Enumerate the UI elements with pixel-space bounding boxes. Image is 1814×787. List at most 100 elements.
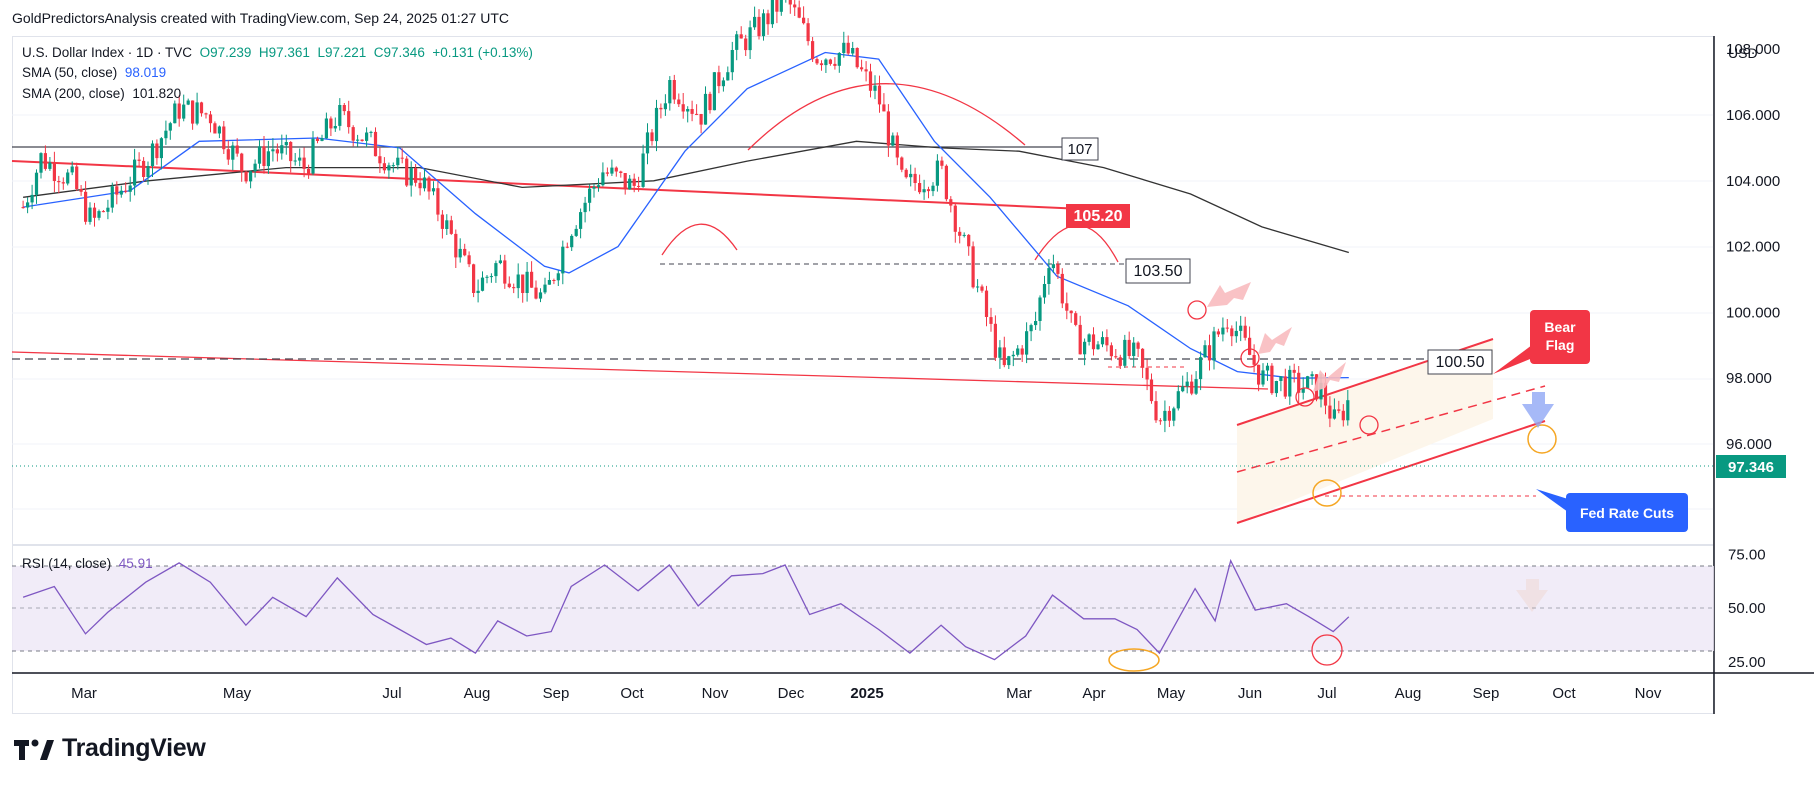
candle-body	[409, 168, 413, 186]
price-tick-label: 108.000	[1726, 41, 1780, 58]
candle	[744, 34, 748, 56]
candle	[1283, 368, 1287, 399]
rsi-label: RSI (14, close)	[22, 556, 112, 571]
candle	[97, 209, 101, 221]
candle-body	[748, 27, 752, 51]
legend-row-rsi[interactable]: RSI (14, close) 45.91	[22, 556, 153, 571]
marker-circle-jun-late	[1295, 387, 1315, 407]
candle	[521, 274, 525, 303]
candle-body	[668, 80, 672, 104]
candle	[806, 18, 810, 46]
candle	[1034, 311, 1038, 330]
candle-body	[266, 151, 270, 167]
candle	[436, 181, 440, 222]
candle-body	[534, 287, 538, 299]
candle-body	[686, 109, 690, 112]
candle-body	[360, 139, 364, 141]
rsi-axis[interactable]: 75.00 50.00 25.00	[1728, 546, 1766, 671]
candle-body	[110, 186, 114, 208]
currency-label[interactable]: USD	[1728, 45, 1758, 61]
candle-body	[1136, 342, 1140, 349]
candle	[592, 184, 596, 198]
candle	[159, 137, 163, 170]
legend-symbol: U.S. Dollar Index · 1D · TVC	[22, 45, 193, 60]
candle	[860, 59, 864, 72]
candle	[382, 157, 386, 174]
candle	[315, 136, 320, 144]
candle	[1270, 363, 1274, 395]
candle	[1002, 336, 1006, 368]
candle-body	[311, 138, 315, 174]
tradingview-logo[interactable]: TradingView	[14, 734, 206, 763]
candle-body	[418, 182, 422, 189]
candle	[552, 278, 556, 285]
candle	[717, 65, 721, 94]
fed-rate-cuts-callout: Fed Rate Cuts	[1536, 489, 1688, 532]
candle-body	[521, 274, 525, 293]
candle-body	[34, 172, 39, 195]
candle-body	[842, 42, 846, 53]
candle	[579, 208, 583, 239]
candle-body	[793, 4, 797, 8]
sma200-value: 101.820	[132, 86, 182, 101]
candle	[150, 140, 155, 177]
time-axis[interactable]: Mar May Jul Aug Sep Oct Nov Dec 2025 Mar Apr May Jun…	[71, 685, 1662, 702]
candle	[1083, 338, 1087, 366]
candle-body	[449, 220, 453, 234]
candle-body	[565, 246, 569, 248]
candle-body	[1332, 409, 1336, 419]
candle-body	[641, 153, 645, 187]
candle	[797, 0, 801, 19]
candle	[543, 277, 547, 295]
candle-body	[146, 166, 150, 177]
candle	[882, 93, 886, 112]
candle-body	[280, 145, 284, 154]
candle-body	[1248, 337, 1252, 355]
candle	[271, 138, 275, 162]
candle-body	[324, 118, 328, 139]
candle	[877, 75, 882, 113]
candle-body	[1194, 379, 1198, 394]
candle-body	[926, 189, 931, 192]
candle	[632, 173, 636, 193]
candle-body	[498, 260, 502, 264]
candle-body	[1083, 341, 1087, 355]
candle	[855, 47, 859, 69]
legend-low: L97.221	[317, 45, 367, 60]
candle-body	[806, 23, 810, 42]
rsi-pane	[12, 558, 1714, 672]
candle-body	[70, 166, 74, 173]
candle	[101, 210, 105, 213]
candle	[231, 141, 235, 171]
candle	[405, 156, 409, 187]
candle-body	[993, 323, 997, 358]
candle-body	[864, 69, 868, 72]
candle	[681, 93, 685, 119]
candle	[922, 179, 926, 200]
candle	[1203, 340, 1207, 358]
legend-row-sma200[interactable]: SMA (200, close) 101.820	[22, 86, 181, 101]
candle	[900, 156, 904, 173]
candle	[1332, 398, 1336, 420]
time-tick-label: Mar	[1006, 685, 1032, 702]
legend-row-sma50[interactable]: SMA (50, close) 98.019	[22, 65, 166, 80]
candle	[1199, 351, 1203, 391]
price-axis[interactable]: 108.000 106.000 104.000 102.000 100.000 98.00…	[1726, 41, 1780, 453]
candle	[641, 144, 645, 188]
candle-body	[173, 103, 177, 124]
candle	[289, 141, 293, 173]
candle-body	[347, 111, 351, 128]
candle-body	[101, 211, 105, 213]
candle	[195, 92, 199, 126]
candle-body	[1301, 388, 1305, 393]
candle-body	[614, 167, 618, 172]
candle	[445, 214, 449, 235]
candle-body	[298, 157, 302, 161]
candle	[1341, 404, 1345, 427]
candle	[561, 240, 565, 285]
candle	[168, 121, 172, 140]
candle	[440, 210, 444, 239]
candle-body	[886, 111, 890, 146]
candle-body	[164, 130, 168, 139]
